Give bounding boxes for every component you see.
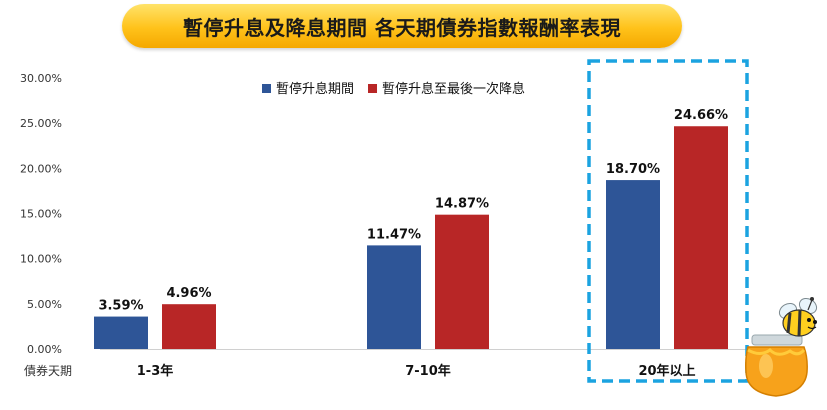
bee-icon [778, 297, 818, 337]
bar [162, 304, 216, 349]
y-axis-ticks: 0.00% 5.00% 10.00% 15.00% 20.00% 25.00% 30.00% [20, 72, 62, 356]
bar [606, 180, 660, 349]
bar [367, 245, 421, 349]
y-tick-label: 10.00% [20, 253, 62, 266]
category-labels: 1-3年 7-10年 20年以上 [137, 363, 696, 379]
legend: 暫停升息期間 暫停升息至最後一次降息 [262, 81, 525, 97]
bar [435, 214, 489, 349]
legend-swatch [368, 84, 378, 93]
y-tick-label: 20.00% [20, 162, 62, 175]
bar [94, 316, 148, 349]
data-label: 4.96% [166, 286, 211, 301]
y-tick-label: 15.00% [20, 208, 62, 221]
y-tick-label: 0.00% [27, 343, 62, 356]
category-label: 20年以上 [638, 363, 695, 379]
y-tick-label: 5.00% [27, 298, 62, 311]
data-label: 18.70% [606, 162, 660, 177]
data-label: 24.66% [674, 108, 728, 123]
highlight-box [587, 59, 749, 383]
legend-label: 暫停升息期間 [276, 81, 354, 97]
bar [674, 126, 728, 349]
y-tick-label: 30.00% [20, 72, 62, 85]
y-tick-label: 25.00% [20, 117, 62, 130]
honey-jar-icon [745, 334, 808, 397]
bars: 3.59% 11.47% 18.70% 4.96% 14.87% 24.66% [94, 108, 728, 349]
data-label: 3.59% [98, 299, 143, 314]
legend-swatch [262, 84, 271, 93]
data-label: 14.87% [435, 197, 489, 212]
data-label: 11.47% [367, 227, 421, 242]
category-label: 1-3年 [137, 363, 174, 379]
category-label: 7-10年 [405, 363, 451, 379]
legend-label: 暫停升息至最後一次降息 [382, 81, 525, 97]
x-axis-title: 債券天期 [24, 363, 72, 378]
chart-title: 暫停升息及降息期間 各天期債券指數報酬率表現 [122, 4, 682, 48]
